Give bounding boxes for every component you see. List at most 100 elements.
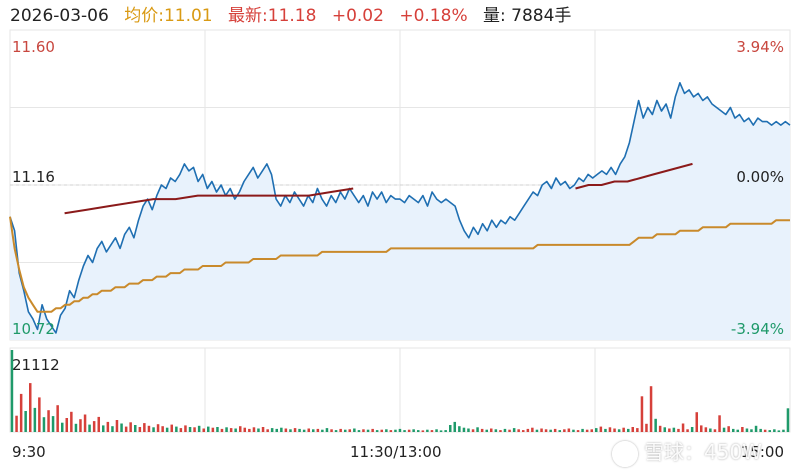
volume-bar bbox=[376, 430, 379, 432]
volume-bar bbox=[435, 429, 438, 432]
volume-bar bbox=[504, 429, 507, 432]
volume-bar bbox=[586, 430, 589, 432]
volume-bar bbox=[531, 428, 534, 432]
pct-axis-bottom: -3.94% bbox=[731, 320, 784, 338]
volume-bar bbox=[381, 430, 384, 432]
volume-bar bbox=[20, 394, 23, 432]
volume-bar bbox=[143, 423, 146, 432]
volume-bar bbox=[88, 425, 91, 432]
price-axis-top: 11.60 bbox=[12, 38, 55, 56]
volume-bar bbox=[746, 429, 749, 433]
price-axis-mid: 11.16 bbox=[12, 168, 55, 186]
volume-bar bbox=[444, 430, 447, 432]
volume-bar bbox=[93, 421, 96, 432]
volume-bar bbox=[549, 430, 552, 432]
volume-bar bbox=[604, 429, 607, 432]
volume-bar bbox=[787, 408, 790, 432]
volume-bar bbox=[212, 428, 215, 432]
volume-bar bbox=[508, 430, 511, 432]
volume-bar bbox=[111, 426, 114, 432]
volume-bar bbox=[367, 430, 370, 432]
volume-bar bbox=[741, 427, 744, 432]
volume-bar bbox=[540, 429, 543, 433]
volume-bar bbox=[622, 428, 625, 432]
volume-bar bbox=[696, 412, 699, 432]
volume-bar bbox=[554, 429, 557, 432]
volume-bar bbox=[216, 427, 219, 432]
volume-bar bbox=[458, 426, 461, 432]
volume-bar bbox=[750, 429, 753, 432]
volume-bar bbox=[371, 429, 374, 432]
watermark: 雪球：450W bbox=[612, 436, 762, 467]
volume-bar bbox=[495, 429, 498, 432]
volume-bar bbox=[412, 429, 415, 432]
volume-bar bbox=[609, 427, 612, 432]
volume-bar bbox=[157, 424, 160, 432]
volume-bar bbox=[691, 427, 694, 432]
volume-bar bbox=[326, 428, 329, 432]
price-axis-bottom: 10.72 bbox=[12, 320, 55, 338]
volume-bar bbox=[527, 429, 530, 432]
volume-bar bbox=[718, 415, 721, 432]
volume-bar bbox=[545, 429, 548, 432]
volume-bar bbox=[764, 430, 767, 432]
volume-bar bbox=[344, 430, 347, 432]
volume-bar bbox=[385, 429, 388, 432]
volume-bar bbox=[152, 427, 155, 432]
volume-bar bbox=[654, 419, 657, 432]
volume-bar bbox=[66, 418, 69, 432]
pct-axis-mid: 0.00% bbox=[736, 168, 784, 186]
volume-bar bbox=[262, 427, 265, 432]
volume-bar bbox=[595, 428, 598, 432]
volume-bar bbox=[15, 416, 18, 432]
volume-bar bbox=[166, 428, 169, 432]
volume-bar bbox=[358, 430, 361, 432]
volume-bar bbox=[70, 412, 73, 432]
volume-bar bbox=[759, 429, 762, 432]
volume-bar bbox=[271, 428, 274, 432]
volume-bar bbox=[294, 428, 297, 432]
volume-bar bbox=[125, 427, 128, 432]
volume-bar bbox=[700, 425, 703, 432]
volume-bar bbox=[522, 430, 525, 432]
volume-bar bbox=[399, 429, 402, 432]
volume-bar bbox=[778, 430, 781, 432]
volume-bar bbox=[650, 386, 653, 432]
volume-bar bbox=[472, 429, 475, 432]
volume-bar bbox=[43, 417, 46, 432]
volume-bar bbox=[61, 423, 64, 432]
volume-bar bbox=[499, 430, 502, 432]
volume-bar bbox=[289, 429, 292, 432]
volume-bar bbox=[120, 424, 123, 433]
volume-bar bbox=[308, 429, 311, 433]
volume-bar bbox=[134, 425, 137, 432]
volume-bar bbox=[253, 427, 256, 432]
volume-bar bbox=[536, 430, 539, 432]
volume-bar bbox=[52, 416, 55, 432]
volume-bar bbox=[431, 430, 434, 432]
volume-bar bbox=[148, 426, 151, 432]
volume-bar bbox=[577, 430, 580, 432]
volume-bar bbox=[723, 428, 726, 432]
volume-bar bbox=[572, 430, 575, 432]
volume-bar bbox=[47, 410, 50, 432]
volume-bar bbox=[102, 425, 105, 432]
volume-bar bbox=[230, 428, 233, 432]
volume-bar bbox=[312, 429, 315, 432]
volume-bar bbox=[107, 422, 110, 432]
volume-bar bbox=[84, 415, 87, 433]
volume-bar bbox=[613, 429, 616, 433]
volume-bar bbox=[362, 429, 365, 432]
volume-bar bbox=[440, 430, 443, 432]
volume-bar bbox=[755, 426, 758, 432]
volume-bar bbox=[24, 411, 27, 432]
volume-bar bbox=[189, 427, 192, 432]
watermark-text: 雪球：450W bbox=[644, 440, 762, 464]
volume-bar bbox=[727, 426, 730, 432]
volume-bar bbox=[298, 429, 301, 432]
volume-bar bbox=[129, 422, 132, 432]
volume-bar bbox=[303, 430, 306, 432]
volume-bar bbox=[714, 429, 717, 432]
volume-bar bbox=[732, 429, 735, 432]
